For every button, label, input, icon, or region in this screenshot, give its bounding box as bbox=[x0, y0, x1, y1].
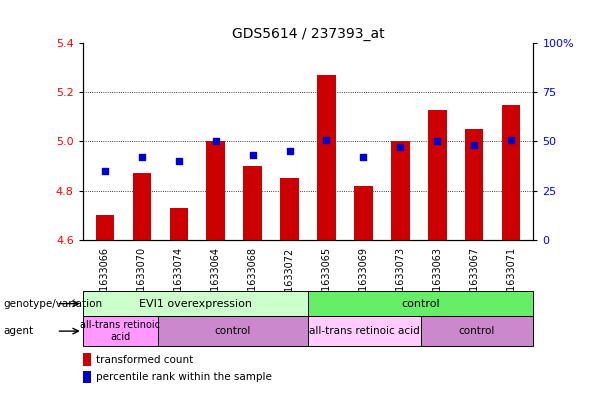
Bar bbox=[243, 166, 262, 240]
Text: all-trans retinoic acid: all-trans retinoic acid bbox=[309, 326, 420, 336]
Bar bbox=[502, 105, 520, 240]
Point bbox=[359, 154, 368, 160]
Text: agent: agent bbox=[3, 326, 33, 336]
Bar bbox=[96, 215, 114, 240]
Text: all-trans retinoic
acid: all-trans retinoic acid bbox=[80, 320, 161, 342]
Title: GDS5614 / 237393_at: GDS5614 / 237393_at bbox=[232, 27, 384, 41]
Bar bbox=[308, 291, 533, 316]
Point bbox=[432, 138, 442, 145]
Text: transformed count: transformed count bbox=[96, 354, 194, 365]
Bar bbox=[354, 185, 373, 240]
Text: control: control bbox=[459, 326, 495, 336]
Bar bbox=[280, 178, 299, 240]
Point bbox=[395, 144, 405, 151]
Bar bbox=[207, 141, 225, 240]
Text: EVI1 overexpression: EVI1 overexpression bbox=[139, 299, 252, 309]
Bar bbox=[132, 173, 151, 240]
Point bbox=[248, 152, 257, 158]
Point bbox=[100, 168, 110, 174]
Bar bbox=[83, 316, 158, 346]
Text: control: control bbox=[215, 326, 251, 336]
Bar bbox=[318, 75, 336, 240]
Point bbox=[284, 148, 294, 154]
Point bbox=[174, 158, 184, 164]
Bar bbox=[428, 110, 446, 240]
Bar bbox=[83, 353, 91, 366]
Point bbox=[211, 138, 221, 145]
Bar bbox=[465, 129, 484, 240]
Text: genotype/variation: genotype/variation bbox=[3, 299, 102, 309]
Point bbox=[322, 136, 332, 143]
Bar bbox=[158, 316, 308, 346]
Bar bbox=[83, 371, 91, 384]
Point bbox=[506, 136, 516, 143]
Text: control: control bbox=[402, 299, 440, 309]
Bar bbox=[83, 291, 308, 316]
Bar bbox=[170, 208, 188, 240]
Point bbox=[137, 154, 147, 160]
Bar bbox=[308, 316, 421, 346]
Bar bbox=[421, 316, 533, 346]
Bar bbox=[391, 141, 409, 240]
Text: percentile rank within the sample: percentile rank within the sample bbox=[96, 372, 272, 382]
Point bbox=[470, 142, 479, 149]
